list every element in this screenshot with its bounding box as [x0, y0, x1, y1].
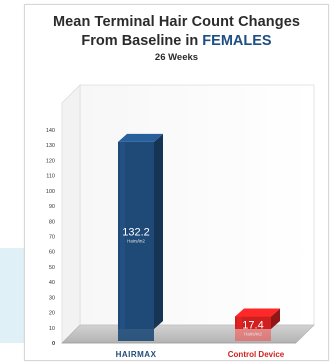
- y-tick-label: 40: [49, 280, 55, 286]
- y-tick-label: 90: [49, 204, 55, 210]
- y-tick-label: 130: [46, 143, 55, 149]
- y-tick-label: 80: [49, 219, 55, 225]
- y-tick-label: 20: [49, 311, 55, 317]
- y-tick-label: 30: [49, 295, 55, 301]
- bar-top: [118, 133, 163, 142]
- y-tick-label: 10: [49, 326, 55, 332]
- y-tick-label: 50: [49, 265, 55, 271]
- bar-highlight: [120, 141, 125, 329]
- bar-base: [235, 329, 271, 341]
- y-tick-label: 120: [46, 158, 55, 164]
- bar-front: [118, 141, 154, 329]
- category-label: Control Device: [228, 350, 285, 359]
- y-tick-label: 70: [49, 235, 55, 241]
- bar-front: [235, 316, 271, 329]
- y-tick-label: 0: [52, 341, 55, 347]
- chart-title-line2: From Baseline in FEMALES: [24, 33, 329, 49]
- chart-3d-box: [61, 84, 315, 344]
- bar-value-label: 17.4: [242, 320, 263, 332]
- title-highlight: FEMALES: [202, 33, 272, 49]
- bar-base: [118, 329, 154, 341]
- chart-subtitle: 26 Weeks: [154, 52, 199, 63]
- category-label: HAIRMAX: [116, 350, 157, 359]
- bar-unit-label: Hairs/in2: [244, 332, 262, 337]
- title-prefix: From Baseline in: [81, 33, 203, 49]
- floor: [61, 324, 315, 344]
- bar-highlight: [237, 316, 242, 329]
- bar-side: [154, 133, 163, 329]
- y-tick-label: 100: [46, 189, 55, 195]
- chart-title-line1: Mean Terminal Hair Count Changes: [52, 14, 301, 30]
- y-tick-label: 60: [49, 250, 55, 256]
- y-tick-label: 110: [46, 174, 55, 180]
- bar-value-label: 132.2: [122, 226, 150, 238]
- bar-unit-label: Hairs/in2: [127, 238, 145, 243]
- back-wall: [79, 84, 315, 326]
- category-labels: HAIRMAX Control Device: [116, 350, 285, 359]
- y-tick-label: 140: [46, 128, 55, 134]
- side-wall: [61, 84, 81, 344]
- y-axis: 0 10 20 30 40 50 60 70 80 90 100 110 120 130 140: [46, 128, 55, 347]
- bar-top: [235, 308, 280, 317]
- bar-side: [271, 308, 280, 329]
